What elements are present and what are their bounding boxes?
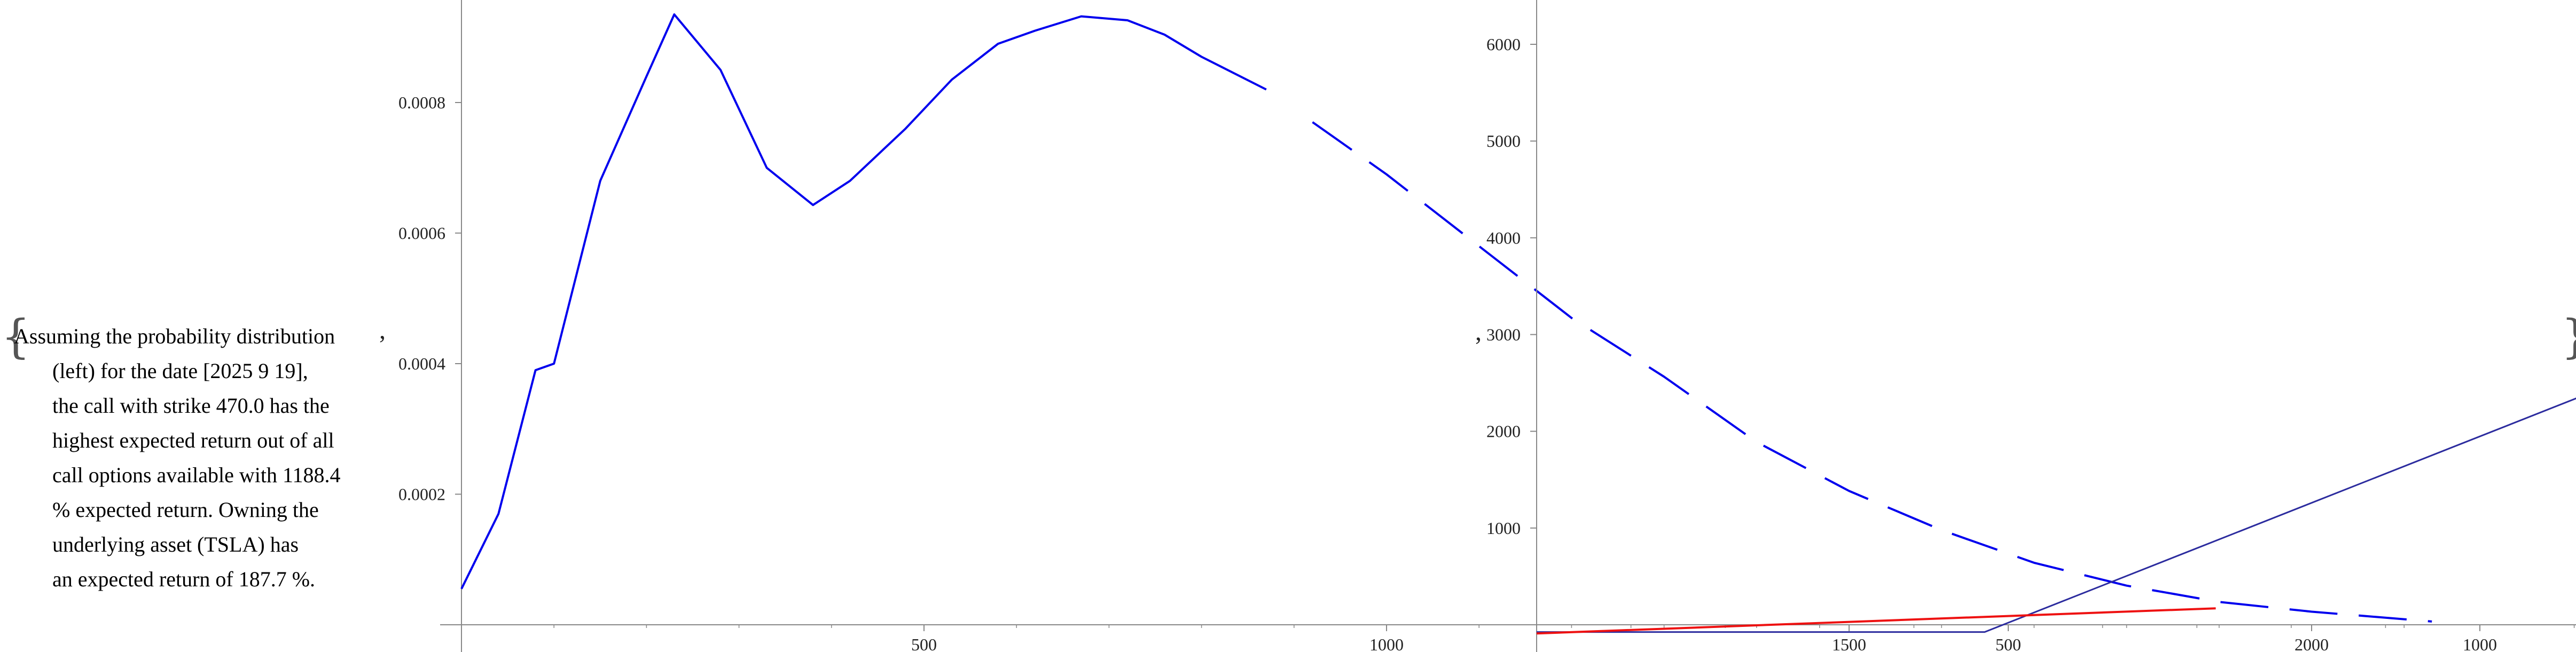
x-tick-label: 1000 [1369,635,1404,652]
text-line: Assuming the probability distribution [14,324,335,348]
y-tick-label: 6000 [1486,35,1521,54]
x-tick-label: 500 [1995,635,2021,652]
y-tick-label: 2000 [1486,422,1521,441]
y-tick-label: 3000 [1486,325,1521,344]
x-tick-label: 500 [911,635,937,652]
list-separator: , [379,316,386,344]
y-tick-label: 0.0008 [398,93,445,112]
list-separator: , [1475,318,1482,346]
x-tick-label: 1000 [2463,635,2497,652]
series-line [460,13,1267,590]
y-tick-label: 0.0004 [398,354,445,373]
y-tick-label: 0.0006 [398,224,445,243]
x-tick-label: 2000 [2295,635,2329,652]
y-tick-label: 4000 [1486,228,1521,247]
left-brace: { [1,310,30,364]
text-line: underlying asset (TSLA) has [52,532,299,556]
series-line [1536,607,2216,635]
text-line: highest expected return out of all [52,428,334,452]
text-line: an expected return of 187.7 %. [52,567,316,591]
text-line: (left) for the date [2025 9 19], [52,359,308,383]
series-line [1312,121,2432,623]
text-line: % expected return. Owning the [52,498,319,522]
series-line [1537,397,2576,633]
y-tick-label: 1000 [1486,519,1521,538]
text-line: the call with strike 470.0 has the [52,394,330,418]
x-tick-label: 1500 [1832,635,1866,652]
y-tick-label: 5000 [1486,131,1521,151]
expected-return-text: Assuming the probability distribution (l… [14,319,382,596]
right-brace: } [2561,314,2576,360]
text-line: call options available with 1188.4 [52,463,341,487]
y-tick-label: 0.0002 [398,485,445,504]
